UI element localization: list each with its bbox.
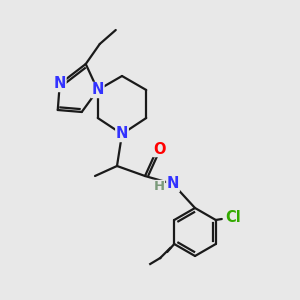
Text: N: N [116, 127, 128, 142]
Text: O: O [153, 142, 165, 157]
Text: Cl: Cl [225, 211, 241, 226]
Text: N: N [167, 176, 179, 191]
Text: H: H [153, 181, 165, 194]
Text: N: N [92, 82, 104, 98]
Text: N: N [54, 76, 66, 92]
